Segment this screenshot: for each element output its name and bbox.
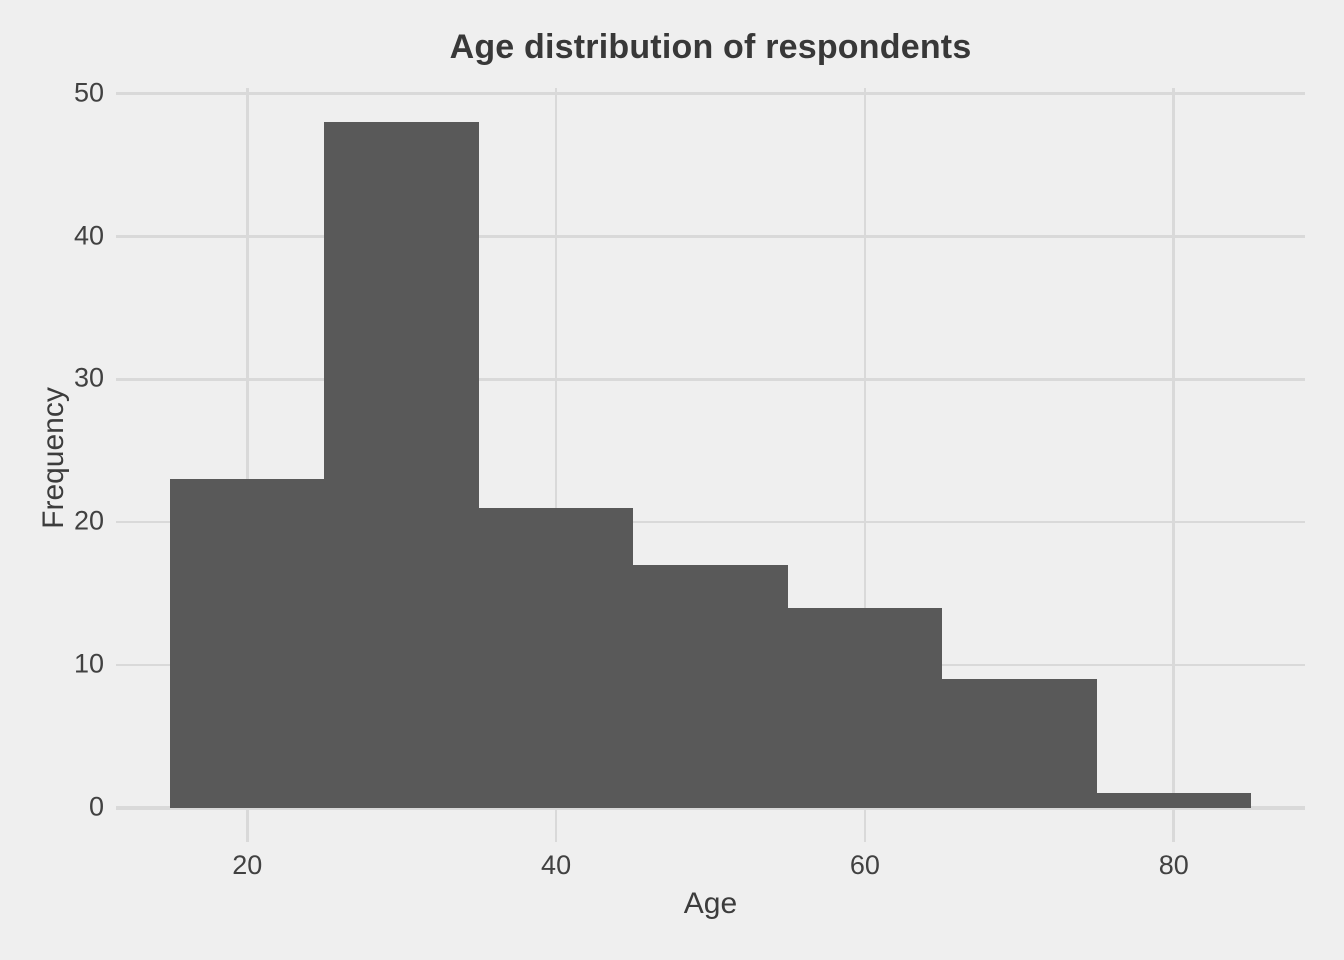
gridline-vertical [554,88,558,842]
x-axis-label: Age [683,887,738,920]
histogram-bar [1096,793,1251,808]
histogram-bar [942,679,1097,808]
chart-title: Age distribution of respondents [449,28,972,66]
y-tick-label: 40 [73,219,104,250]
y-tick-label: 0 [88,790,104,821]
gridline-vertical [863,88,867,842]
x-tick-label: 40 [541,850,572,880]
histogram-bar [787,607,943,808]
x-axis-line [116,807,1305,811]
gridline-vertical [246,88,249,842]
y-tick-label: 50 [73,76,104,107]
y-tick-label: 10 [73,648,104,679]
histogram-bar [324,122,479,808]
y-tick-label: 20 [73,505,104,536]
gridline-horizontal [116,235,1305,238]
x-tick-label: 60 [849,850,880,880]
gridline-horizontal [116,520,1305,524]
gridline-horizontal [116,378,1305,381]
x-tick-label: 80 [1158,850,1189,880]
histogram-bar [170,479,325,808]
gridline-horizontal [116,92,1305,95]
histogram-bar [633,564,788,808]
y-tick-label: 30 [73,362,104,393]
gridline-vertical [1172,88,1175,842]
x-tick-label: 20 [232,850,263,880]
histogram-bar [478,507,634,808]
plot-panel [116,88,1305,842]
